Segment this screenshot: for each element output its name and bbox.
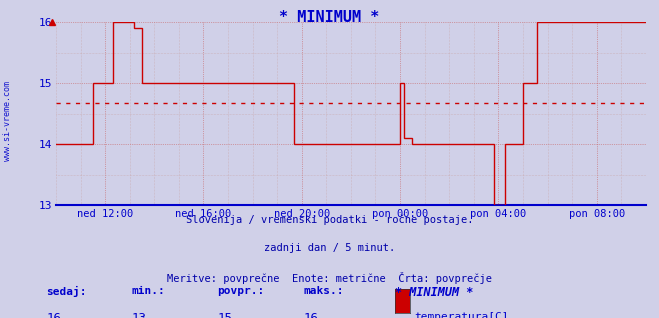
Text: 16: 16 (303, 312, 318, 318)
Text: 16: 16 (46, 312, 61, 318)
Text: 15: 15 (217, 312, 233, 318)
Text: zadnji dan / 5 minut.: zadnji dan / 5 minut. (264, 243, 395, 253)
Text: temperatura[C]: temperatura[C] (414, 312, 508, 318)
Text: min.:: min.: (132, 286, 165, 296)
Text: * MINIMUM *: * MINIMUM * (279, 10, 380, 24)
Text: 13: 13 (132, 312, 147, 318)
Text: Meritve: povprečne  Enote: metrične  Črta: povprečje: Meritve: povprečne Enote: metrične Črta:… (167, 272, 492, 284)
Text: www.si-vreme.com: www.si-vreme.com (3, 81, 13, 161)
Text: povpr.:: povpr.: (217, 286, 265, 296)
Text: * MINIMUM *: * MINIMUM * (395, 286, 474, 299)
Text: maks.:: maks.: (303, 286, 343, 296)
Text: sedaj:: sedaj: (46, 286, 86, 297)
Text: Slovenija / vremenski podatki - ročne postaje.: Slovenija / vremenski podatki - ročne po… (186, 215, 473, 225)
